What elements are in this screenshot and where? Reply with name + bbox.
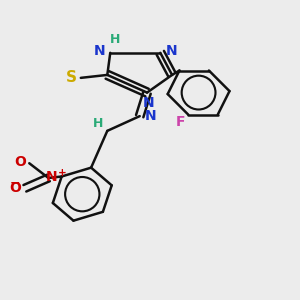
Text: N: N xyxy=(93,44,105,58)
Text: O: O xyxy=(10,181,21,195)
Text: N: N xyxy=(46,170,58,184)
Text: H: H xyxy=(110,33,120,46)
Text: O: O xyxy=(14,155,26,169)
Text: −: − xyxy=(9,176,20,190)
Text: F: F xyxy=(176,115,186,129)
Text: H: H xyxy=(92,117,103,130)
Text: +: + xyxy=(58,168,67,178)
Text: N: N xyxy=(166,44,177,58)
Text: N: N xyxy=(143,96,154,110)
Text: N: N xyxy=(145,109,157,123)
Text: S: S xyxy=(65,70,76,86)
